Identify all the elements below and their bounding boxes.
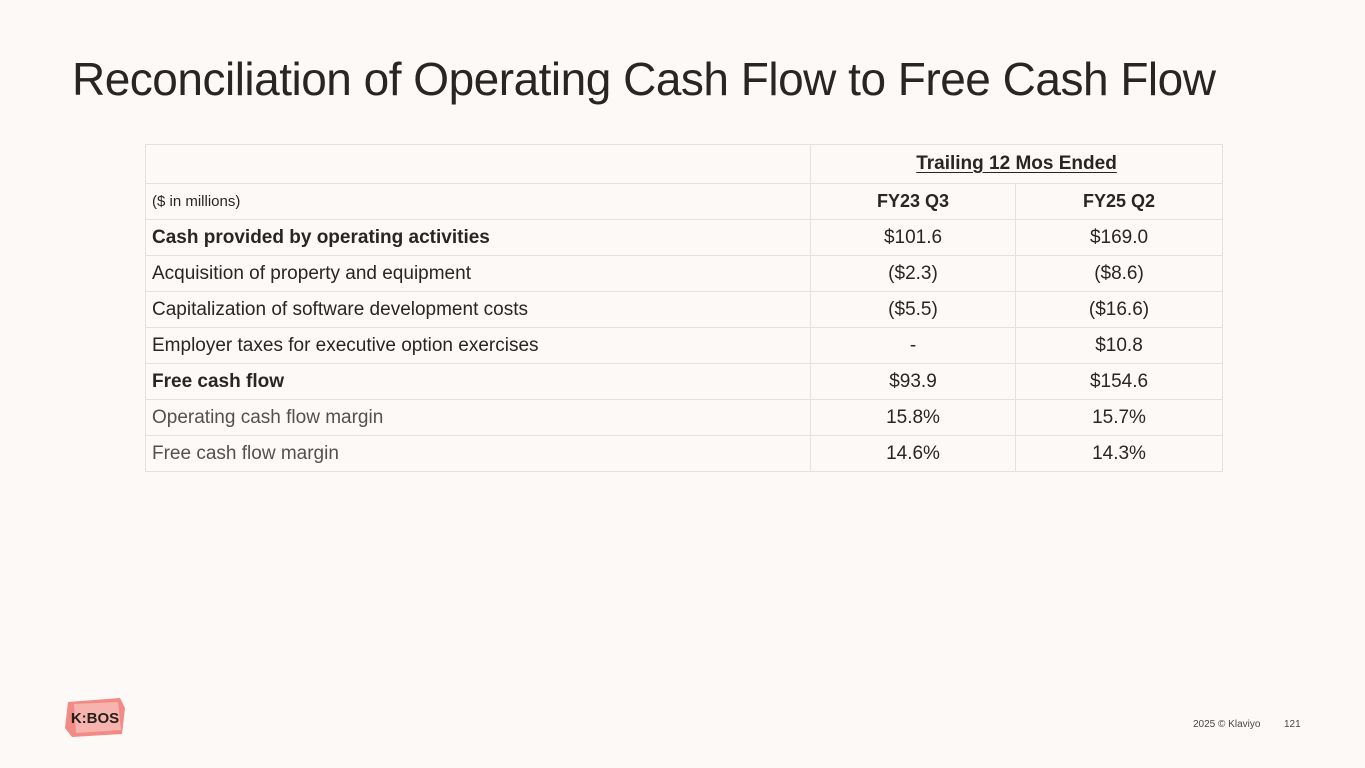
- table-row: Cash provided by operating activities $1…: [145, 219, 1224, 256]
- reconciliation-table: Trailing 12 Mos Ended ($ in millions) FY…: [145, 144, 1224, 472]
- row-label: Capitalization of software development c…: [145, 291, 811, 328]
- table-row: Free cash flow margin 14.6% 14.3%: [145, 435, 1224, 472]
- column-header-fy25-q2: FY25 Q2: [1014, 183, 1224, 220]
- row-value: $93.9: [810, 363, 1016, 400]
- table-row: Operating cash flow margin 15.8% 15.7%: [145, 399, 1224, 436]
- row-value: ($8.6): [1014, 255, 1224, 292]
- table-row: Free cash flow $93.9 $154.6: [145, 363, 1224, 400]
- page-title: Reconciliation of Operating Cash Flow to…: [72, 53, 1216, 105]
- row-value: $154.6: [1014, 363, 1224, 400]
- row-value: 15.7%: [1014, 399, 1224, 436]
- empty-header-cell: [145, 144, 811, 184]
- footer-copyright: 2025 © Klaviyo: [1193, 719, 1261, 730]
- row-label: Operating cash flow margin: [145, 399, 811, 436]
- row-value: -: [810, 327, 1016, 364]
- table-header-row: Trailing 12 Mos Ended: [145, 144, 1224, 184]
- table-row: Employer taxes for executive option exer…: [145, 327, 1224, 364]
- units-label: ($ in millions): [145, 183, 811, 220]
- row-value: ($16.6): [1014, 291, 1224, 328]
- row-label: Employer taxes for executive option exer…: [145, 327, 811, 364]
- row-value: $10.8: [1014, 327, 1224, 364]
- row-label: Free cash flow: [145, 363, 811, 400]
- row-label: Free cash flow margin: [145, 435, 811, 472]
- row-value: ($5.5): [810, 291, 1016, 328]
- row-value: 15.8%: [810, 399, 1016, 436]
- table-row: Acquisition of property and equipment ($…: [145, 255, 1224, 292]
- period-header: Trailing 12 Mos Ended: [809, 144, 1224, 184]
- row-value: $101.6: [810, 219, 1016, 256]
- row-value: 14.3%: [1014, 435, 1224, 472]
- row-value: 14.6%: [810, 435, 1016, 472]
- column-header-fy23-q3: FY23 Q3: [810, 183, 1016, 220]
- row-value: ($2.3): [810, 255, 1016, 292]
- column-header-row: ($ in millions) FY23 Q3 FY25 Q2: [145, 183, 1224, 220]
- row-label: Acquisition of property and equipment: [145, 255, 811, 292]
- page-number: 121: [1284, 719, 1301, 730]
- kbos-logo: K:BOS: [65, 698, 125, 737]
- table-row: Capitalization of software development c…: [145, 291, 1224, 328]
- row-value: $169.0: [1014, 219, 1224, 256]
- row-label: Cash provided by operating activities: [145, 219, 811, 256]
- logo-text: K:BOS: [71, 710, 119, 727]
- logo-inner-shape: [74, 702, 121, 733]
